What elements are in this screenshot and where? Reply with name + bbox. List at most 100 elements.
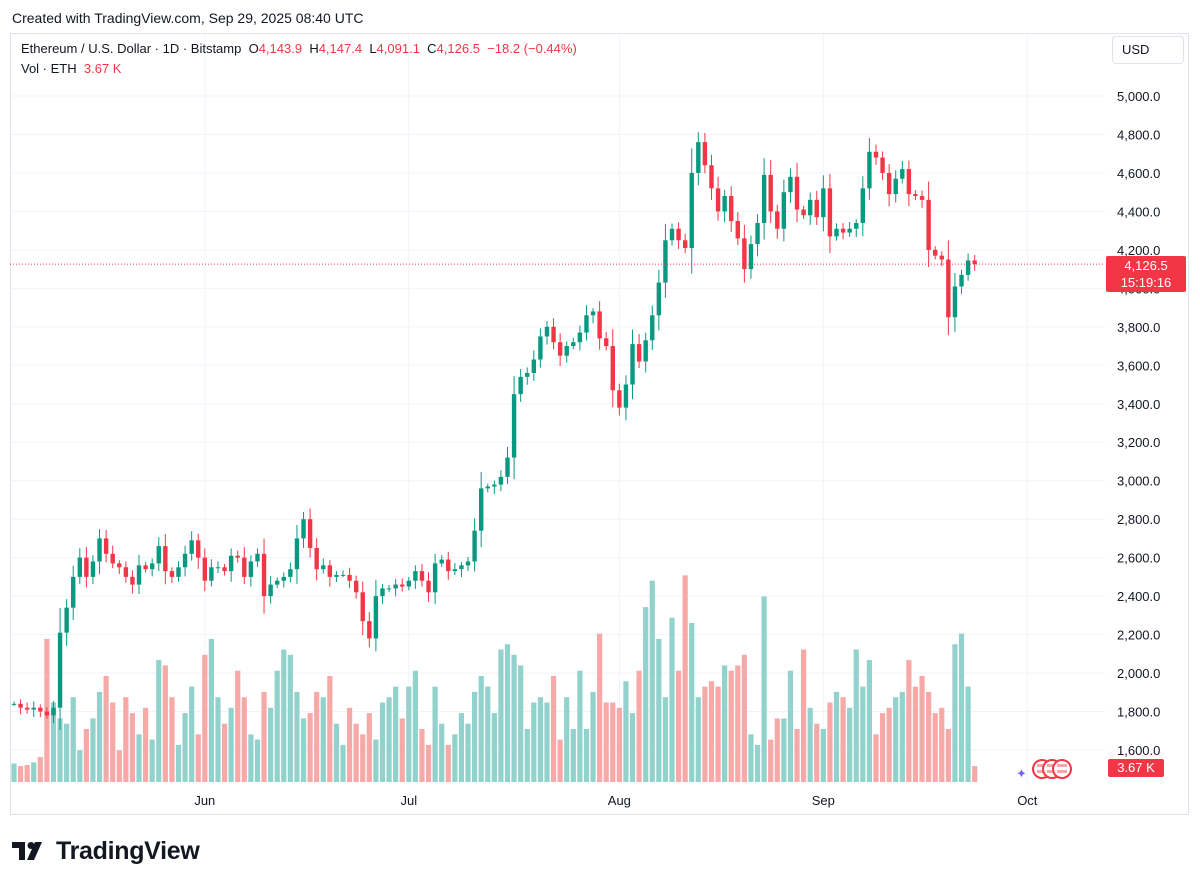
candle-body <box>952 286 958 318</box>
volume-bar <box>314 691 320 782</box>
volume-bar <box>958 633 965 782</box>
volume-bars <box>11 575 978 782</box>
volume-bar <box>853 649 859 782</box>
candle-body <box>57 632 63 708</box>
volume-bar <box>695 697 701 782</box>
candle-body <box>485 486 490 489</box>
candle-body <box>261 553 267 597</box>
open-value: 4,143.9 <box>258 41 303 56</box>
volume-bar <box>439 723 445 782</box>
volume-bar <box>491 713 497 782</box>
price-tick-label: 3,600.0 <box>1117 358 1160 373</box>
candle-body <box>893 178 898 195</box>
candle-body <box>623 384 629 408</box>
candle-body <box>577 332 583 343</box>
volume-bar <box>123 697 129 782</box>
volume-bar <box>774 718 780 782</box>
volume-bar <box>932 713 938 782</box>
candle-body <box>834 228 839 237</box>
candle-body <box>196 540 201 558</box>
candle-body <box>959 274 964 287</box>
candle-body <box>689 172 694 248</box>
volume-bar <box>143 707 149 782</box>
volume-bar <box>248 734 254 782</box>
price-tick-label: 2,800.0 <box>1117 512 1160 527</box>
candle-body <box>143 565 148 570</box>
candle-body <box>669 228 675 241</box>
volume-bar <box>886 707 892 782</box>
candle-body <box>169 571 175 577</box>
volume-bar <box>965 686 971 782</box>
candle-body <box>97 538 102 562</box>
candle-body <box>748 244 754 270</box>
price-tick-label: 3,400.0 <box>1117 397 1160 412</box>
candle-body <box>321 565 326 570</box>
candle-body <box>353 580 359 593</box>
volume-bar <box>425 744 432 782</box>
volume-bar <box>333 723 340 782</box>
event-markers[interactable]: ✦ <box>1016 759 1072 781</box>
candle-body <box>854 222 859 229</box>
volume-bar <box>432 686 438 782</box>
candle-body <box>189 540 194 554</box>
volume-bar <box>406 686 412 782</box>
volume-bar <box>893 697 899 782</box>
volume-bar <box>261 691 267 782</box>
candle-body <box>511 394 517 458</box>
volume-bar <box>327 676 333 782</box>
volume-bar <box>379 702 386 782</box>
candle-body <box>459 565 464 570</box>
candle-body <box>946 259 951 318</box>
candle-body <box>571 342 576 347</box>
candle-body <box>340 574 346 576</box>
volume-bar <box>926 691 932 782</box>
volume-bar <box>761 596 767 782</box>
price-tick-label: 3,800.0 <box>1117 320 1160 335</box>
volume-bar <box>156 660 162 782</box>
volume-bar <box>465 723 471 782</box>
candle-body <box>643 340 648 362</box>
volume-bar <box>37 757 43 782</box>
candle-body <box>900 169 905 179</box>
candle-body <box>709 165 714 189</box>
time-tick-label: Oct <box>1017 793 1038 808</box>
symbol-title: Ethereum / U.S. Dollar · 1D · Bitstamp <box>21 41 242 56</box>
volume-bar <box>518 665 524 782</box>
volume-bar <box>531 702 537 782</box>
close-value: 4,126.5 <box>436 41 480 56</box>
candle-body <box>880 157 885 173</box>
candle-body <box>419 571 425 581</box>
candle-body <box>117 563 122 568</box>
volume-bar <box>472 691 478 782</box>
volume-bar <box>524 729 530 782</box>
volume-bar <box>912 686 919 782</box>
candle-body <box>163 546 168 572</box>
currency-button[interactable]: USD <box>1112 36 1184 64</box>
candle-body <box>432 563 438 593</box>
volume-bar <box>504 644 511 782</box>
candle-body <box>38 707 43 712</box>
low-value: 4,091.1 <box>376 41 420 56</box>
close-label: C <box>427 41 437 56</box>
candle-body <box>248 561 254 577</box>
volume-bar <box>768 739 774 782</box>
volume-bar <box>175 744 182 782</box>
price-tick-label: 1,600.0 <box>1117 743 1160 758</box>
candle-body <box>294 538 300 570</box>
volume-bar <box>689 623 695 782</box>
volume-bar <box>583 729 590 782</box>
candle-body <box>821 188 826 218</box>
tradingview-logo[interactable]: TradingView <box>12 836 200 866</box>
volume-bar <box>643 607 649 782</box>
volume-bar <box>195 734 201 782</box>
volume-bar <box>274 670 280 782</box>
volume-bar <box>307 713 313 782</box>
candle-body <box>373 596 379 639</box>
candle-body <box>182 553 188 568</box>
volume-bar <box>320 697 326 782</box>
volume-bar <box>603 702 609 782</box>
candle-body <box>334 574 339 577</box>
price-tick-label: 4,400.0 <box>1117 204 1160 219</box>
candle-body <box>413 571 418 581</box>
